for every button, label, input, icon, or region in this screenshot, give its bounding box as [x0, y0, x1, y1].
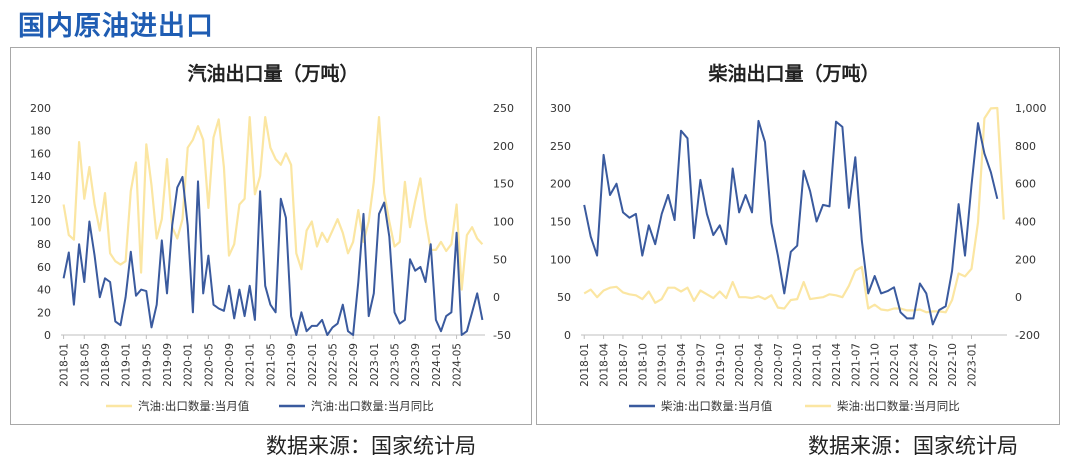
y-left-tick-label: 0: [564, 329, 571, 342]
x-tick-label: 2018-07: [618, 343, 630, 387]
legend-label: 柴油:出口数量:当月同比: [837, 399, 960, 413]
x-tick-label: 2021-01: [245, 343, 257, 387]
y-left-tick-label: 0: [44, 329, 51, 342]
gasoline-chart: 汽油出口量（万吨） 0 20 40 60 80 100 120 140 160 180 200 -50 0…: [30, 62, 514, 413]
chart-title: 汽油出口量（万吨）: [187, 62, 358, 85]
x-tick-label: 2021-07: [850, 343, 862, 387]
y-right-tick-label: 600: [1015, 178, 1036, 191]
legend-label: 柴油:出口数量:当月值: [661, 399, 773, 413]
x-tick-label: 2018-10: [637, 343, 649, 387]
y-left-tick-label: 120: [30, 193, 51, 206]
x-tick-label: 2020-01: [183, 343, 195, 387]
y-right-tick-label: 200: [1015, 253, 1036, 266]
x-tick-label: 2020-05: [203, 343, 215, 387]
x-tick-label: 2022-10: [947, 343, 959, 387]
x-tick-label: 2024-01: [431, 343, 443, 387]
y-right-tick-label: -200: [1015, 329, 1040, 342]
y-right-tick-label: 100: [493, 216, 514, 229]
x-tick-label: 2019-04: [676, 343, 688, 387]
x-tick-label: 2018-09: [100, 343, 112, 387]
y-left-tick-label: 300: [550, 102, 571, 115]
legend-label: 汽油:出口数量:当月同比: [311, 399, 434, 413]
x-tick-label: 2020-10: [792, 343, 804, 387]
chart-title: 柴油出口量（万吨）: [707, 62, 879, 85]
y-right-tick-label: 0: [1015, 291, 1022, 304]
x-tick-label: 2021-10: [870, 343, 882, 387]
x-tick-label: 2023-01: [967, 343, 979, 387]
y-left-tick-label: 50: [557, 291, 571, 304]
y-left-tick-label: 250: [550, 140, 571, 153]
x-tick-label: 2019-07: [695, 343, 707, 387]
x-tick-label: 2019-10: [715, 343, 727, 387]
page-title: 国内原油进出口: [18, 11, 214, 42]
x-tick-label: 2022-01: [307, 343, 319, 387]
x-tick-label: 2019-01: [657, 343, 669, 387]
x-tick-label: 2023-05: [390, 343, 402, 387]
x-tick-label: 2022-07: [928, 343, 940, 387]
y-right-tick-label: 250: [493, 102, 514, 115]
x-tick-label: 2023-01: [369, 343, 381, 387]
series-line-gasoline-0: [62, 115, 484, 291]
y-right-tick-label: 1,000: [1015, 102, 1047, 115]
y-left-tick-label: 60: [37, 261, 51, 274]
x-tick-label: 2022-05: [327, 343, 339, 387]
x-tick-label: 2020-07: [773, 343, 785, 387]
x-tick-label: 2019-09: [162, 343, 174, 387]
x-tick-label: 2024-05: [452, 343, 464, 387]
data-source-left: 数据来源：国家统计局: [266, 434, 476, 458]
x-tick-label: 2020-09: [224, 343, 236, 387]
x-tick-label: 2021-01: [812, 343, 824, 387]
diesel-chart-panel: 柴油出口量（万吨） 0 50 100 150 200 250 300 -200 0 200 400 60…: [536, 47, 1060, 425]
x-tick-label: 2021-05: [265, 343, 277, 387]
y-right-tick-label: 800: [1015, 140, 1036, 153]
data-source-right: 数据来源：国家统计局: [808, 434, 1018, 458]
x-tick-label: 2019-01: [121, 343, 133, 387]
y-left-tick-label: 100: [550, 253, 571, 266]
x-tick-label: 2018-05: [79, 343, 91, 387]
x-tick-label: 2018-01: [59, 343, 71, 387]
x-tick-label: 2022-04: [908, 343, 920, 387]
y-right-tick-label: -50: [493, 329, 511, 342]
y-left-tick-label: 140: [30, 170, 51, 183]
diesel-chart: 柴油出口量（万吨） 0 50 100 150 200 250 300 -200 0 200 400 60…: [550, 62, 1047, 413]
legend-label: 汽油:出口数量:当月值: [138, 399, 250, 413]
y-right-tick-label: 200: [493, 140, 514, 153]
y-right-tick-label: 400: [1015, 216, 1036, 229]
y-left-tick-label: 20: [37, 306, 51, 319]
x-tick-label: 2020-01: [734, 343, 746, 387]
y-left-tick-label: 180: [30, 125, 51, 138]
x-tick-label: 2022-09: [348, 343, 360, 387]
series-line-gasoline-1: [62, 175, 484, 336]
y-left-tick-label: 150: [550, 216, 571, 229]
y-left-tick-label: 200: [30, 102, 51, 115]
gasoline-chart-panel: 汽油出口量（万吨） 0 20 40 60 80 100 120 140 160 180 200 -50 0…: [10, 47, 532, 425]
y-left-tick-label: 40: [37, 284, 51, 297]
x-tick-label: 2018-04: [599, 343, 611, 387]
x-tick-label: 2023-09: [410, 343, 422, 387]
y-left-tick-label: 160: [30, 147, 51, 160]
y-left-tick-label: 200: [550, 178, 571, 191]
y-left-tick-label: 80: [37, 238, 51, 251]
y-right-tick-label: 0: [493, 291, 500, 304]
y-right-tick-label: 50: [493, 253, 507, 266]
y-left-tick-label: 100: [30, 216, 51, 229]
x-tick-label: 2022-01: [889, 343, 901, 387]
y-right-tick-label: 150: [493, 178, 514, 191]
series-line-diesel-1: [583, 106, 1005, 314]
series-line-diesel-0: [583, 119, 999, 326]
x-tick-label: 2020-04: [754, 343, 766, 387]
x-tick-label: 2021-04: [831, 343, 843, 387]
x-tick-label: 2021-09: [286, 343, 298, 387]
x-tick-label: 2019-05: [141, 343, 153, 387]
x-tick-label: 2018-01: [579, 343, 591, 387]
